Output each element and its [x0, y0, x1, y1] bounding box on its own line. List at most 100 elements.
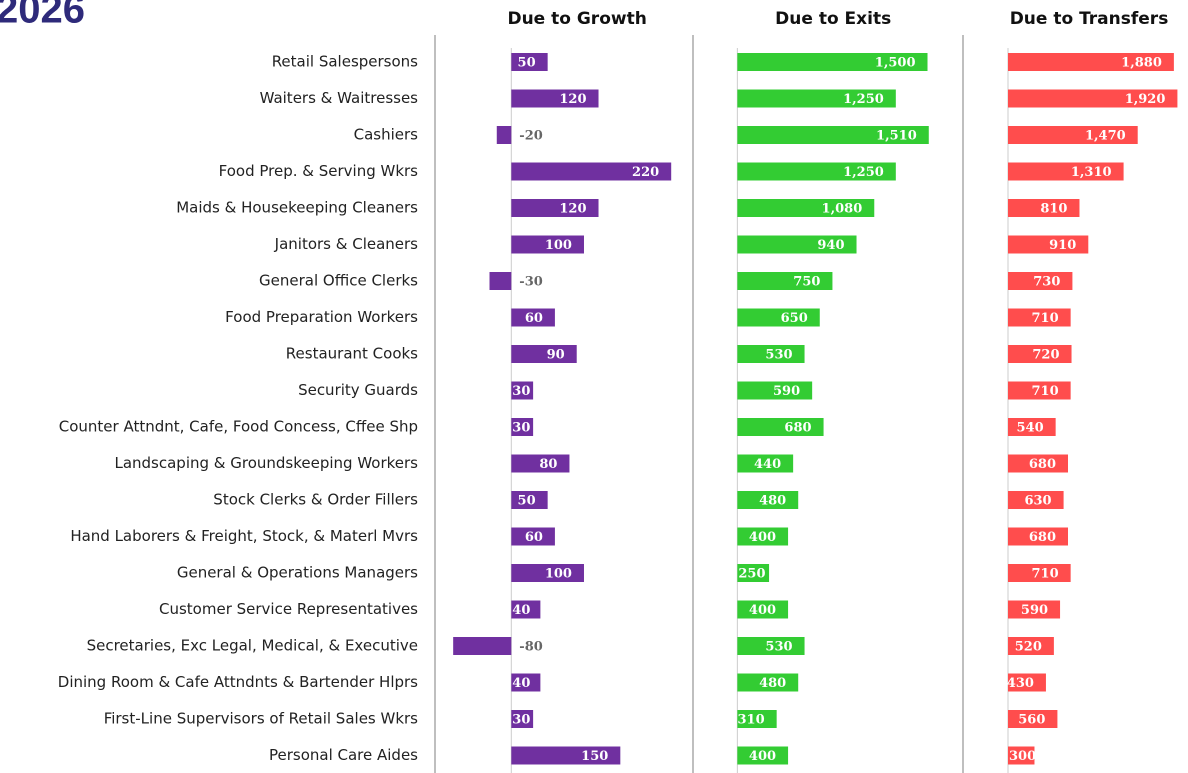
- category-label: Dining Room & Cafe Attndnts & Bartender …: [58, 673, 418, 691]
- bar: [1008, 564, 1071, 582]
- value-label: 910: [1049, 238, 1076, 253]
- value-label: 60: [525, 530, 543, 545]
- value-label: 30: [512, 384, 530, 399]
- bar: [1008, 710, 1058, 728]
- bar: [737, 710, 777, 728]
- category-label: Food Prep. & Serving Wkrs: [219, 162, 419, 180]
- bar: [737, 564, 770, 582]
- value-label: -80: [519, 640, 543, 655]
- value-label: -20: [519, 129, 543, 144]
- value-label: 90: [547, 348, 565, 363]
- value-label: 540: [1017, 421, 1044, 436]
- value-label: 120: [559, 92, 586, 107]
- value-label: 1,310: [1071, 165, 1112, 180]
- category-label: Security Guards: [298, 381, 418, 399]
- bar: [511, 710, 534, 728]
- value-label: 530: [765, 640, 792, 655]
- value-label: 300: [1009, 749, 1036, 764]
- value-label: 810: [1040, 202, 1067, 217]
- value-label: 940: [817, 238, 844, 253]
- bar: [1008, 126, 1138, 144]
- value-label: -30: [519, 275, 543, 290]
- value-label: 480: [759, 676, 786, 691]
- value-label: 680: [784, 421, 811, 436]
- category-label: First-Line Supervisors of Retail Sales W…: [104, 710, 418, 728]
- value-label: 590: [1021, 603, 1048, 618]
- category-label: Janitors & Cleaners: [274, 235, 419, 253]
- value-label: 730: [1033, 275, 1060, 290]
- bar: [737, 199, 875, 217]
- bar: [1008, 308, 1071, 327]
- value-label: 1,920: [1125, 92, 1166, 107]
- value-label: 680: [1029, 530, 1056, 545]
- category-label: Retail Salespersons: [272, 53, 418, 71]
- bar: [1008, 381, 1071, 400]
- value-label: 40: [512, 603, 530, 618]
- value-label: 100: [545, 567, 572, 582]
- value-label: 30: [512, 421, 530, 436]
- value-label: 710: [1032, 311, 1059, 326]
- bar: [1008, 418, 1056, 436]
- bar: [737, 89, 896, 108]
- bar: [737, 272, 833, 290]
- bar: [511, 89, 599, 108]
- value-label: 530: [765, 348, 792, 363]
- value-label: 120: [559, 202, 586, 217]
- bar: [1008, 53, 1174, 71]
- bar: [737, 600, 789, 619]
- bar: [511, 235, 584, 254]
- bar: [1008, 345, 1072, 363]
- value-label: 400: [749, 530, 776, 545]
- value-label: 480: [759, 494, 786, 509]
- bar: [737, 637, 805, 655]
- chart-title: 2026: [0, 0, 85, 32]
- value-label: 40: [512, 676, 530, 691]
- bar: [511, 345, 577, 363]
- category-label: Counter Attndnt, Cafe, Food Concess, Cff…: [59, 418, 418, 436]
- value-label: 710: [1032, 567, 1059, 582]
- bar: [511, 162, 672, 181]
- panel-header: Due to Growth: [507, 9, 646, 29]
- bar: [489, 272, 512, 290]
- value-label: 50: [518, 56, 536, 71]
- category-label: Maids & Housekeeping Cleaners: [176, 199, 418, 217]
- value-label: 1,250: [843, 92, 884, 107]
- bar: [1008, 673, 1046, 692]
- value-label: 630: [1024, 494, 1051, 509]
- bar: [1008, 272, 1073, 290]
- category-label: Customer Service Representatives: [159, 600, 418, 618]
- value-label: 720: [1032, 348, 1059, 363]
- bar: [737, 162, 896, 181]
- bar: [1008, 454, 1068, 473]
- bar: [737, 126, 929, 144]
- panel-header: Due to Transfers: [1010, 9, 1169, 29]
- category-label: Food Preparation Workers: [225, 308, 418, 326]
- category-label: Cashiers: [354, 126, 419, 144]
- bar: [496, 126, 512, 144]
- value-label: 1,510: [876, 129, 917, 144]
- value-label: 100: [545, 238, 572, 253]
- bar: [1008, 746, 1035, 765]
- category-label: General & Operations Managers: [177, 564, 418, 582]
- value-label: 400: [749, 603, 776, 618]
- category-label: Stock Clerks & Order Fillers: [213, 491, 418, 509]
- value-label: 150: [581, 749, 608, 764]
- bar: [1008, 600, 1061, 619]
- bar: [737, 308, 820, 327]
- category-label: Waiters & Waitresses: [260, 89, 419, 107]
- bar: [737, 345, 805, 363]
- value-label: 430: [1007, 676, 1034, 691]
- value-label: 710: [1032, 384, 1059, 399]
- value-label: 520: [1015, 640, 1042, 655]
- bar: [511, 418, 534, 436]
- value-label: 650: [781, 311, 808, 326]
- value-label: 1,470: [1085, 129, 1126, 144]
- value-label: 590: [773, 384, 800, 399]
- bar: [737, 381, 813, 400]
- value-label: 1,880: [1121, 56, 1162, 71]
- bar: [737, 235, 857, 254]
- category-label: General Office Clerks: [259, 272, 418, 290]
- bar: [511, 527, 555, 546]
- bar: [511, 746, 621, 765]
